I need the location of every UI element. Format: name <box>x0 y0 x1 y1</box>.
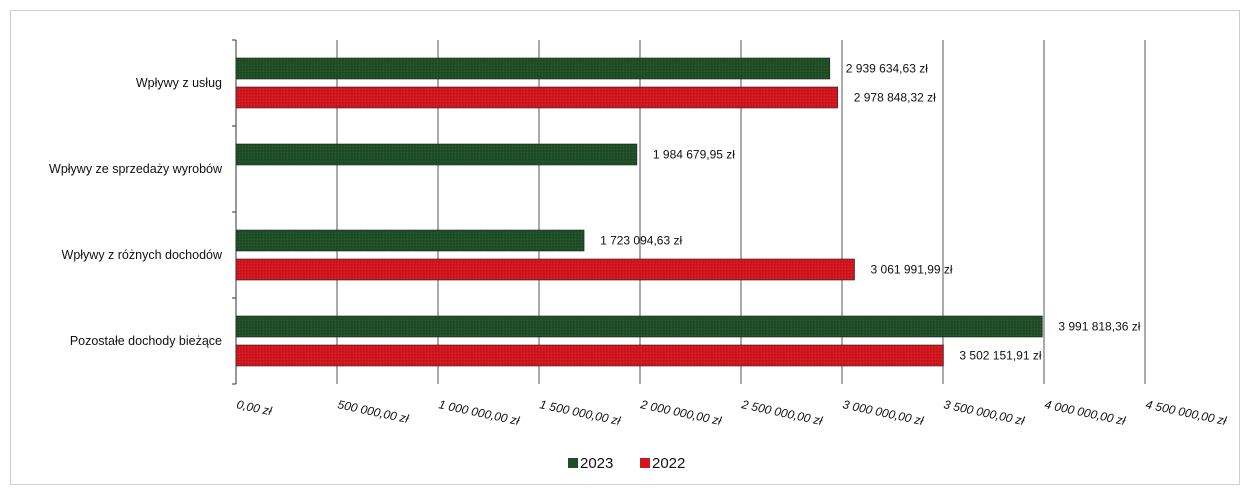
legend-swatch-2023 <box>568 458 578 468</box>
x-tick-label: 4 000 000,00 zł <box>1043 397 1127 428</box>
data-label: 2 978 848,32 zł <box>854 91 936 105</box>
x-tick-label: 2 500 000,00 zł <box>739 397 823 428</box>
x-tick-label: 1 500 000,00 zł <box>538 397 622 428</box>
category-label: Wpływy z usług <box>136 76 222 90</box>
data-label: 1 984 679,95 zł <box>653 148 735 162</box>
data-label: 3 991 818,36 zł <box>1058 320 1140 334</box>
bar-texture <box>236 316 1043 337</box>
x-tick-label: 3 000 000,00 zł <box>841 397 925 428</box>
bars <box>235 57 1043 367</box>
legend-label: 2023 <box>580 455 613 472</box>
legend: 2023 2022 <box>568 455 685 472</box>
bar-texture <box>236 230 585 251</box>
bar-texture <box>236 58 830 79</box>
category-label: Wpływy ze sprzedaży wyrobów <box>49 162 223 176</box>
x-tick-label: 0,00 zł <box>235 397 273 418</box>
x-tick-label: 4 500 000,00 zł <box>1144 397 1228 428</box>
data-label: 2 939 634,63 zł <box>846 62 928 76</box>
x-tick-label: 2 000 000,00 zł <box>638 397 722 428</box>
x-tick-labels: 0,00 zł 500 000,00 zł 1 000 000,00 zł 1 500… <box>235 397 1228 428</box>
data-label: 3 061 991,99 zł <box>871 263 953 277</box>
bar-texture <box>236 144 637 165</box>
x-tick-label: 500 000,00 zł <box>336 397 410 426</box>
category-label: Pozostałe dochody bieżące <box>70 334 222 348</box>
x-tick-label: 1 000 000,00 zł <box>437 397 521 428</box>
legend-swatch-2022 <box>640 458 650 468</box>
bar-texture <box>236 259 855 280</box>
data-label: 3 502 151,91 zł <box>959 349 1041 363</box>
data-labels: 2 939 634,63 zł 2 978 848,32 zł 1 984 679,… <box>600 62 1141 363</box>
x-tick-label: 3 500 000,00 zł <box>942 397 1026 428</box>
category-labels: Wpływy z usług Wpływy ze sprzedaży wyrobó… <box>49 76 223 348</box>
legend-label: 2022 <box>652 455 685 472</box>
bar-texture <box>236 345 944 366</box>
bar-texture <box>236 87 838 108</box>
category-label: Wpływy z różnych dochodów <box>62 248 223 262</box>
data-label: 1 723 094,63 zł <box>600 234 682 248</box>
